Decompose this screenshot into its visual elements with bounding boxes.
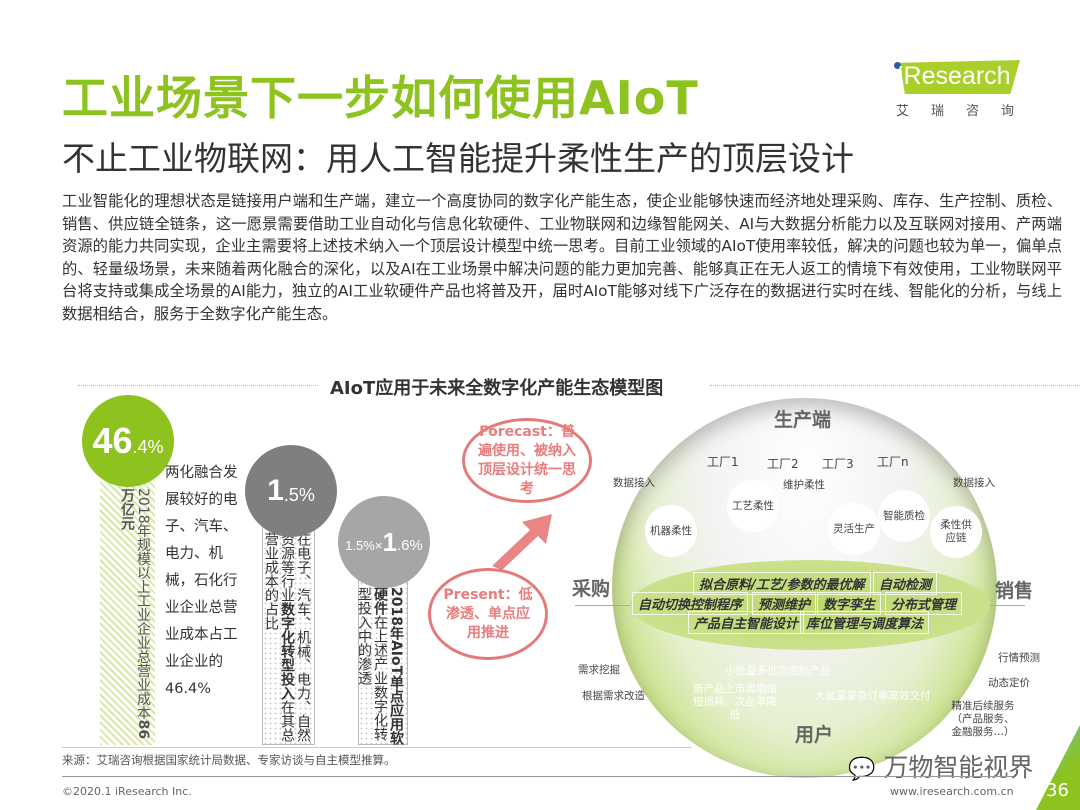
ai-tag: 数字孪生 (817, 592, 882, 615)
right-label: 动态定价 (988, 677, 1030, 689)
factory-label: 工厂2 (767, 457, 799, 471)
stat-circle-2: 1.5% (245, 445, 337, 537)
stat-bar-bold: 2018年AIoT单点应用软硬件 (372, 587, 404, 746)
stat-bar-bold: 86万亿元 (119, 488, 151, 740)
ai-tag: 自动检测 (873, 572, 938, 595)
logo-brand: iResearch (898, 62, 1011, 90)
stat-bar-bold: 数字化转型投入 (279, 602, 295, 700)
stat-big: 46 (92, 420, 133, 461)
stat-small: .4% (132, 436, 164, 457)
stat-prefix: 1.5%× (345, 537, 383, 553)
left-label: 需求挖掘 (578, 664, 620, 676)
stat-circle-3: 1.5%× 1.6% (338, 496, 430, 588)
label-purchase: 采购 (572, 578, 611, 600)
bottom-label: 新产品上市周期缩短损耗、次品率降低 (693, 683, 777, 721)
bottom-label: 大批量复杂订单高效交付 (815, 690, 931, 702)
logo-cn: 艾瑞咨询 (896, 104, 1037, 119)
stat-circle-1: 46.4% (82, 395, 174, 487)
body-paragraph: 工业智能化的理想状态是链接用户端和生产端，建立一个高度协同的数字化产能生态，使企… (62, 192, 1062, 323)
stat-big: 1 (267, 474, 284, 507)
factory-label: 工厂n (877, 455, 909, 469)
ai-tag: 预测维护 (752, 592, 817, 615)
node-quality: 智能质检 (878, 490, 930, 542)
iresearch-logo: iResearch 艾瑞咨询 (892, 58, 1022, 119)
node-machine: 机器柔性 (645, 505, 697, 557)
divider (78, 385, 318, 386)
right-label: 精准后续服务（产品服务、金融服务…） (951, 700, 1015, 738)
node-maintenance: 维护柔性 (783, 479, 825, 491)
stat-bar-1: 2018年规模以上工业企业总营业成本86万亿元 (100, 480, 155, 745)
footer-divider (62, 776, 1012, 777)
arrow-icon (492, 514, 552, 570)
stat-bar-text: 2018年规模以上工业企业总营业成本 (135, 488, 151, 720)
divider (62, 747, 692, 748)
copyright: ©2020.1 iResearch Inc. (62, 785, 192, 798)
label-production: 生产端 (774, 409, 832, 431)
diagram-title: AIoT应用于未来全数字化产能生态模型图 (330, 378, 664, 399)
stat-big: 1 (382, 526, 397, 557)
factory-label: 工厂3 (822, 457, 854, 471)
stat-small: .5% (283, 484, 315, 505)
watermark-text: 万物智能视界 (883, 753, 1034, 782)
label-sales: 销售 (995, 580, 1034, 602)
node-supply-chain: 柔性供应链 (930, 506, 982, 558)
ai-tag: 拟合原料/工艺/参数的最优解 (693, 572, 871, 595)
stat-bar-2: 在电子、汽车、机械、电力、自然资源等行业数字化转型投入在其总营业成本的占比 (262, 525, 315, 745)
node-flexible-production: 灵活生产 (828, 503, 880, 555)
node-process: 工艺柔性 (727, 480, 779, 532)
ai-tag: 产品自主智能设计 (688, 611, 805, 634)
wechat-icon: 💬 (848, 757, 876, 782)
right-label: 行情预测 (998, 652, 1040, 664)
page-number: 36 (1046, 780, 1069, 801)
stat-bar-text: 在电子、汽车、机械、电力、自然资源等行业 (279, 532, 311, 742)
source-note: 来源：艾瑞咨询根据国家统计局数据、专家访谈与自主模型推算。 (62, 753, 396, 767)
ai-tag: 分布式管理 (885, 592, 963, 615)
bottom-label: 小批量多批次定制产品 (725, 665, 830, 677)
label-user: 用户 (795, 724, 834, 746)
ai-capability-band (630, 560, 990, 650)
factory-label: 工厂1 (707, 455, 739, 469)
website-link[interactable]: www.iresearch.com.cn (890, 785, 1014, 798)
divider (710, 385, 1080, 386)
page-title: 工业场景下一步如何使用AIoT (62, 71, 699, 125)
present-bubble: Present：低渗透、单点应用推进 (428, 568, 548, 660)
data-input-label: 数据接入 (613, 477, 655, 489)
stat-bar-text: 在上述产业数字化转型投入中的渗透 (356, 587, 388, 741)
left-label: 根据需求改造 (582, 690, 645, 702)
forecast-bubble: Forecast：普遍使用、被纳入顶层设计统一思考 (462, 418, 592, 503)
stat-bar-text: 在其总营业成本的占比 (263, 532, 295, 742)
stat-small: .6% (396, 536, 423, 554)
data-input-label: 数据接入 (953, 477, 995, 489)
stat-1-description: 两化融合发展较好的电子、汽车、电力、机械，石化行业企业总营业成本占工业企业的46… (165, 465, 238, 697)
watermark: 💬 万物智能视界 (848, 748, 1033, 784)
page-subtitle: 不止工业物联网：用人工智能提升柔性生产的顶层设计 (62, 139, 854, 178)
ai-tag: 库位管理与调度算法 (800, 611, 930, 634)
stat-bar-3: 2018年AIoT单点应用软硬件在上述产业数字化转型投入中的渗透 (356, 580, 408, 746)
ai-tag: 自动切换控制程序 (632, 592, 749, 615)
